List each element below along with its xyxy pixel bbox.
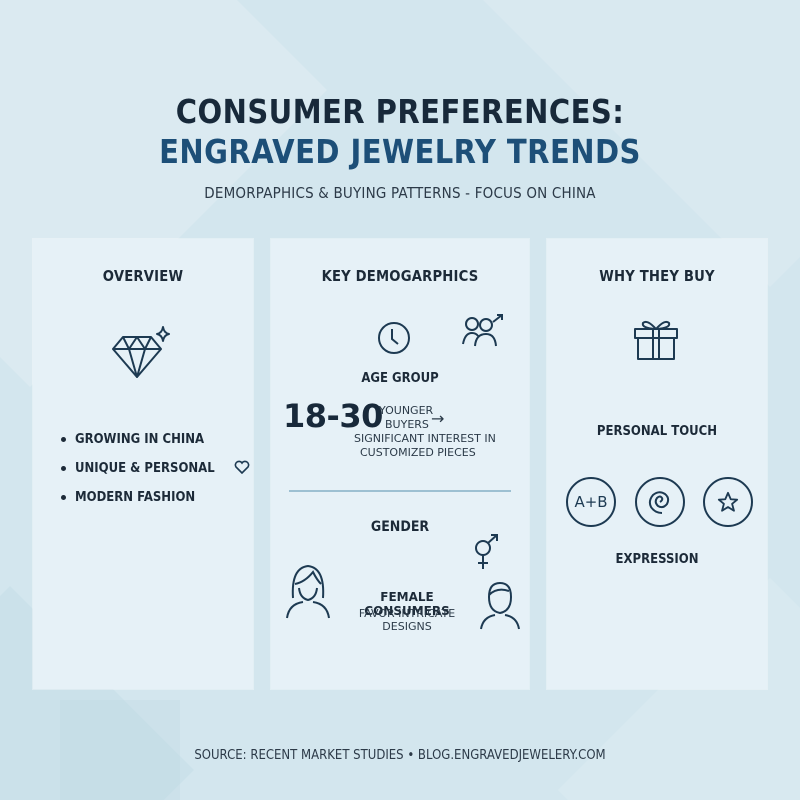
younger-label-2: BUYERS <box>385 418 429 431</box>
age-group-label: AGE GROUP <box>361 371 439 386</box>
age-desc-2: CUSTOMIZED PIECES <box>360 446 476 459</box>
arrow-right-icon: → <box>431 409 445 428</box>
female-consumers-desc: FAVOR INTRICATE DESIGNS <box>358 607 456 633</box>
star-icon <box>703 477 753 527</box>
expression-label: EXPRESSION <box>615 552 699 567</box>
overview-bullets: GROWING IN CHINA UNIQUE & PERSONAL MODER… <box>61 425 250 512</box>
demographics-card: KEY DEMOGARPHICS AGE GROUP 18-30 YOUNGER… <box>271 239 529 689</box>
overview-title: OVERVIEW <box>102 267 184 285</box>
title-line-2: ENGRAVED JEWELRY TRENDS <box>159 132 641 171</box>
header: CONSUMER PREFERENCES: ENGRAVED JEWELRY T… <box>0 92 800 202</box>
clock-icon <box>377 321 411 355</box>
section-divider <box>289 490 511 492</box>
gender-symbol-icon <box>471 533 501 571</box>
female-consumers-title: FEMALE CONSUMERS <box>364 590 450 618</box>
why-they-buy-card: WHY THEY BUY PERSONAL TOUCH A+B EXPRESSI… <box>547 239 767 689</box>
younger-label-1: YOUNGER <box>379 404 434 417</box>
subtitle: DEMORPAPHICS & BUYING PATTERNS - FOCUS O… <box>204 184 596 202</box>
spiral-icon <box>635 477 685 527</box>
age-desc-1: SIGNIFICANT INTEREST IN <box>354 432 496 445</box>
people-male-icon <box>462 314 508 348</box>
footer-source: SOURCE: RECENT MARKET STUDIES • BLOG.ENG… <box>194 748 606 763</box>
heart-icon <box>234 460 250 478</box>
overview-card: OVERVIEW GROWING IN CHINA UNIQUE & PERSO… <box>33 239 253 689</box>
bullet-item: GROWING IN CHINA <box>61 425 250 454</box>
diamond-sparkle-icon <box>111 325 175 387</box>
female-avatar-icon <box>285 562 331 620</box>
age-range: 18-30 <box>283 397 383 435</box>
gift-icon <box>633 317 679 361</box>
bullet-item: UNIQUE & PERSONAL <box>61 454 250 483</box>
initials-icon: A+B <box>566 477 616 527</box>
demographics-title: KEY DEMOGARPHICS <box>321 267 479 285</box>
male-avatar-icon <box>479 579 521 631</box>
bullet-item: MODERN FASHION <box>61 483 250 512</box>
personal-touch-label: PERSONAL TOUCH <box>596 424 718 439</box>
why-buy-title: WHY THEY BUY <box>599 267 715 285</box>
title-line-1: CONSUMER PREFERENCES: <box>175 92 625 131</box>
gender-label: GENDER <box>370 519 430 535</box>
